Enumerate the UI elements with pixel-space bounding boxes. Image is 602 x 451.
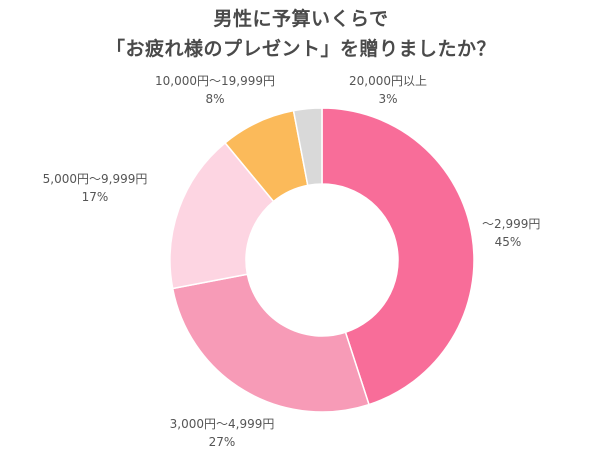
slice-label-1: ～2,999円 — [482, 217, 540, 231]
slice-label-3: 5,000円～9,999円 — [43, 172, 148, 186]
slice-value-3: 17% — [82, 190, 109, 204]
donut-slice-5 — [292, 107, 323, 187]
slice-value-2: 27% — [209, 435, 236, 449]
slice-value-5: 3% — [378, 92, 397, 106]
slice-label-5: 20,000円以上 — [349, 74, 427, 88]
slice-label-2: 3,000円～4,999円 — [170, 417, 275, 431]
donut-slice-2 — [171, 273, 370, 413]
chart-title-line-2: 「お疲れ様のプレゼント」を贈りましたか？ — [105, 38, 496, 60]
donut-slice-1 — [321, 107, 475, 406]
slice-label-4: 10,000円～19,999円 — [155, 74, 275, 88]
slice-value-1: 45% — [495, 235, 522, 249]
slice-value-4: 8% — [205, 92, 224, 106]
chart-title-line-1: 男性に予算いくらで — [213, 8, 389, 30]
